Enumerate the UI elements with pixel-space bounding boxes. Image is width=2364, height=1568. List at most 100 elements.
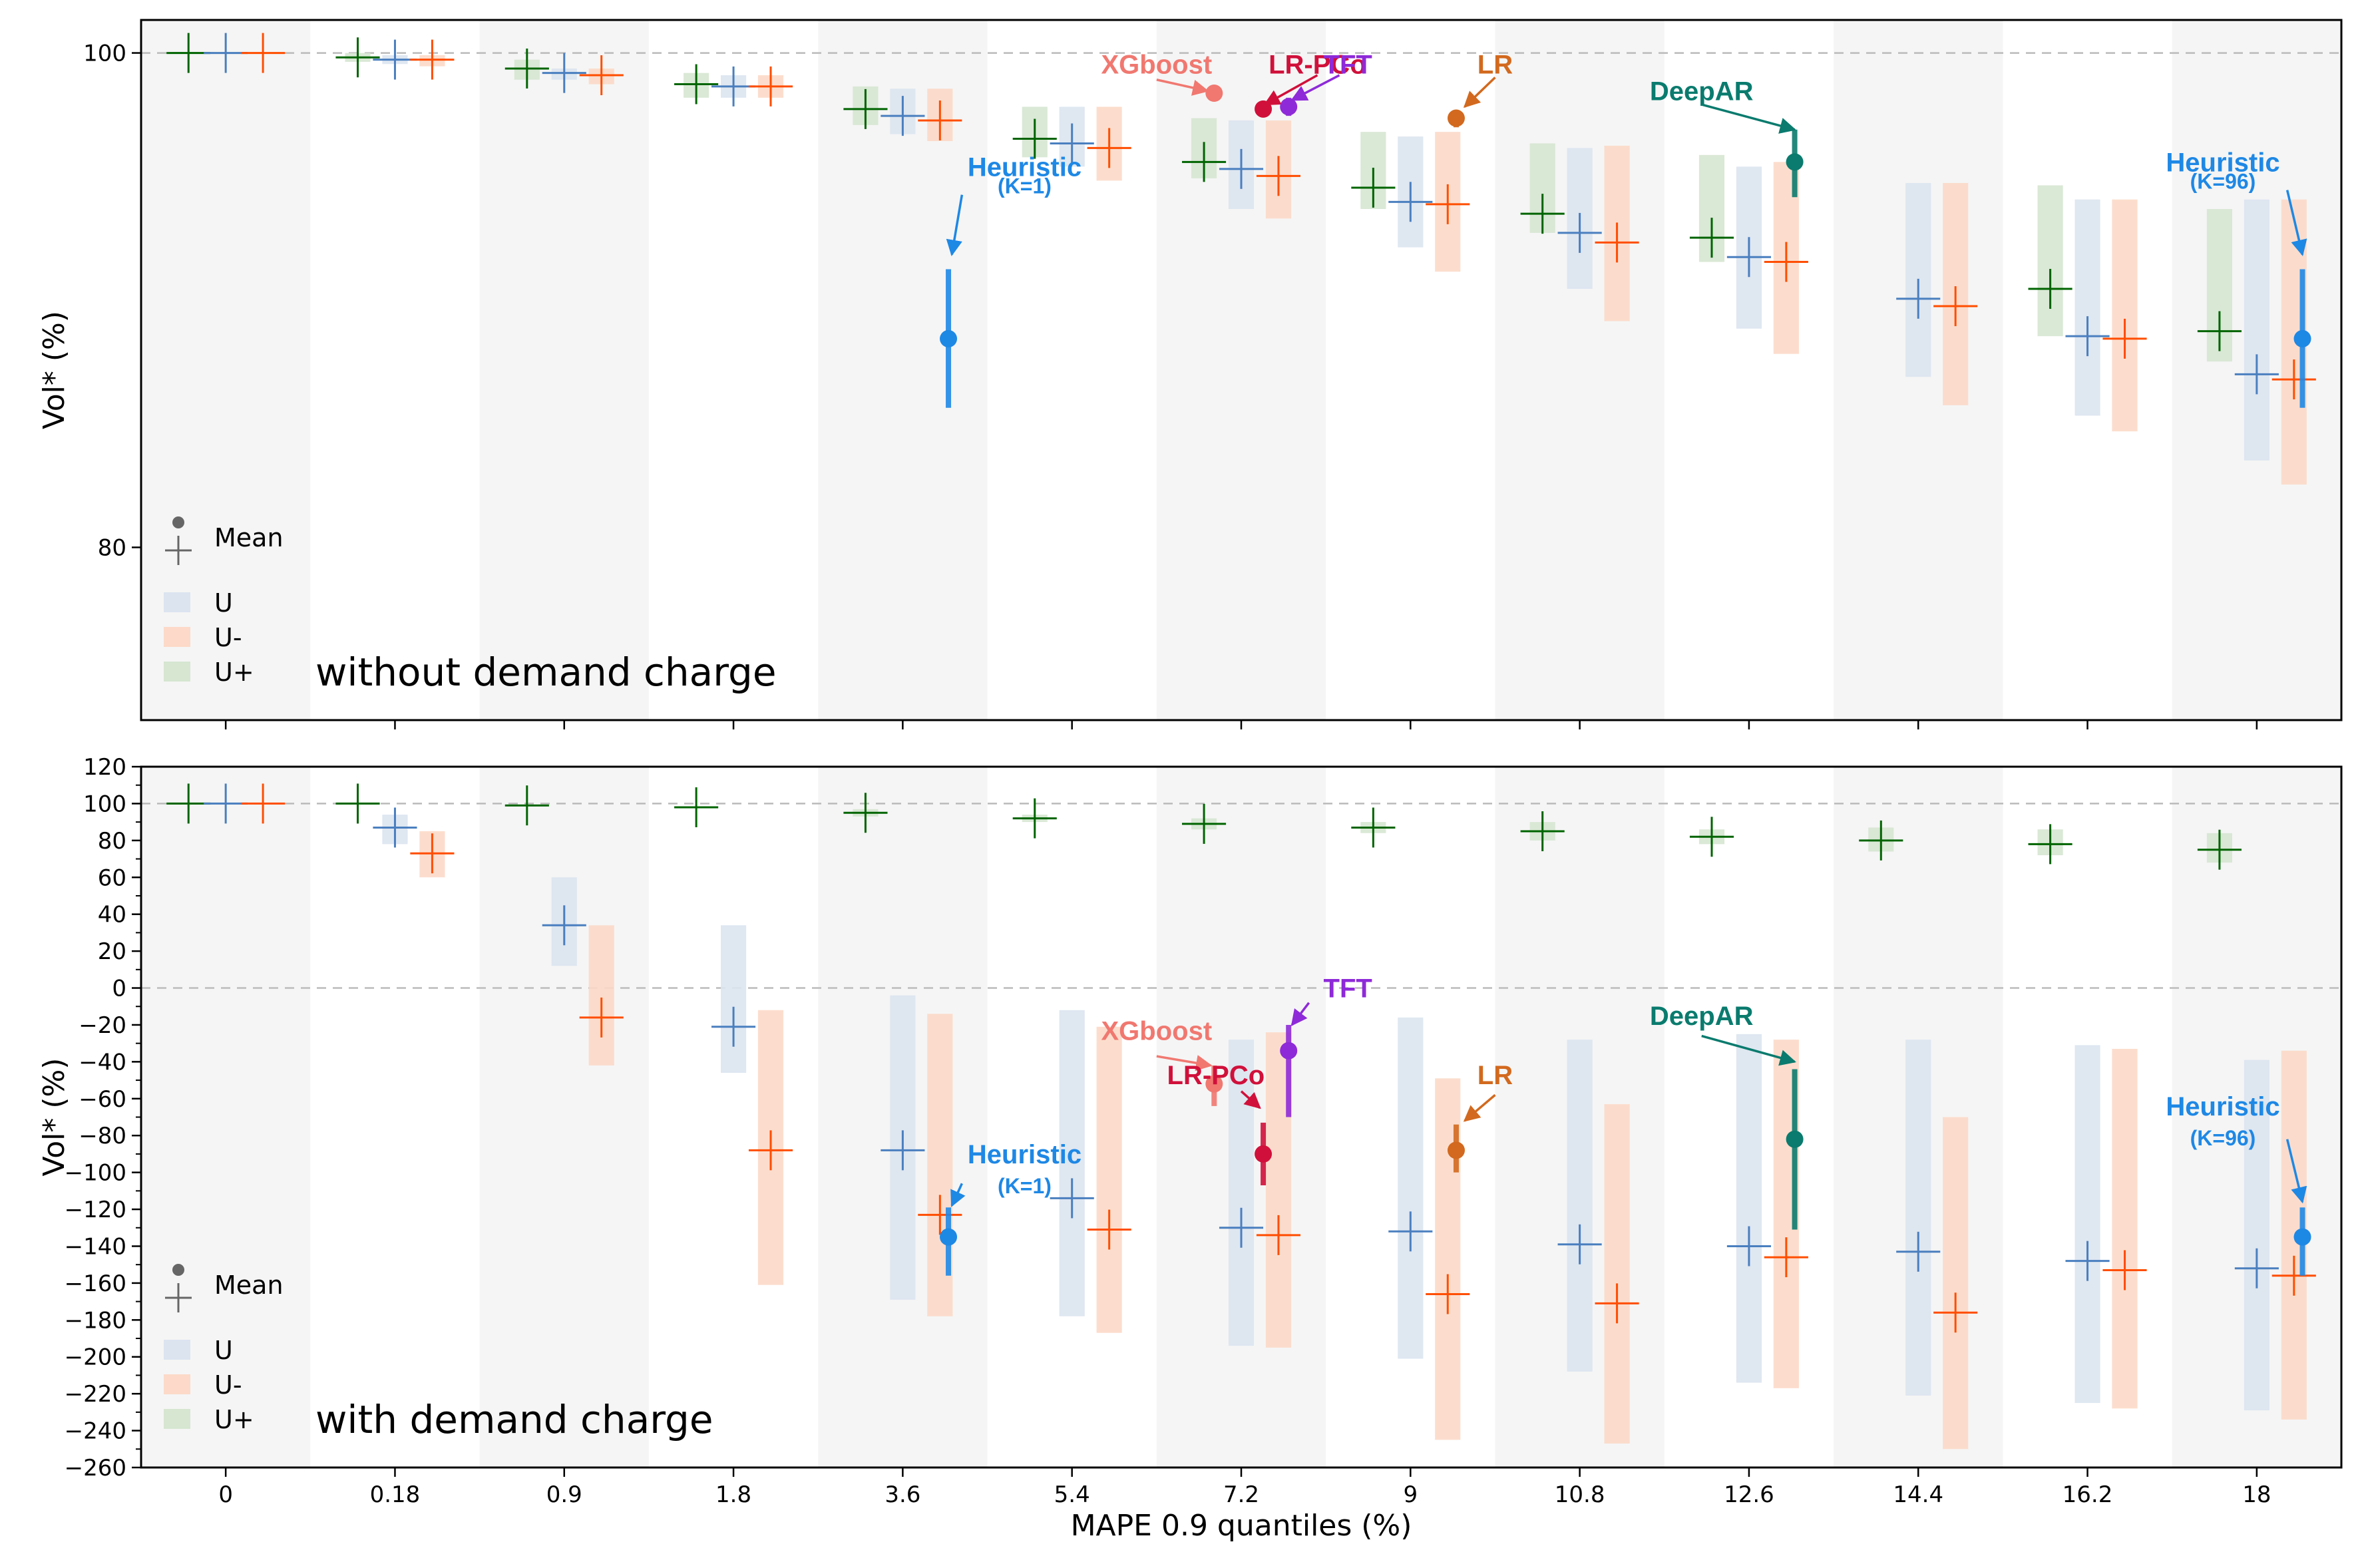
y-tick-label: −40 (79, 1049, 126, 1076)
model-tft: TFT (1280, 50, 1372, 116)
legend-label-mean: Mean (214, 523, 284, 552)
x-tick-label: 12.6 (1724, 1481, 1774, 1508)
background-band (479, 20, 649, 720)
model-point (1255, 1145, 1273, 1163)
y-tick-label: −120 (65, 1197, 126, 1223)
legend-swatch-Up (164, 1409, 190, 1429)
x-tick-label: 3.6 (885, 1481, 920, 1508)
legend-label-Up: U+ (214, 1405, 254, 1434)
x-tick-label: 5.4 (1054, 1481, 1090, 1508)
y-tick-label: −180 (65, 1307, 126, 1334)
y-tick-label: 60 (98, 865, 126, 891)
panel-caption: without demand charge (315, 650, 777, 695)
model-xgboost: XGboost (1101, 1016, 1223, 1106)
y-tick-label: −160 (65, 1271, 126, 1297)
range-box-Um (2112, 1048, 2138, 1409)
x-tick-label: 18 (2242, 1481, 2271, 1508)
legend-dot-icon (172, 516, 184, 528)
panel-caption: with demand charge (315, 1397, 713, 1442)
legend-label-Um: U- (214, 623, 242, 652)
y-tick-label: 20 (98, 938, 126, 965)
x-tick-label: 14.4 (1893, 1481, 1943, 1508)
legend-swatch-Up (164, 662, 190, 682)
plot-frame (140, 19, 2343, 721)
legend: Mean U U- U+ (164, 1264, 284, 1434)
annotation-arrow (1240, 1090, 1261, 1109)
legend-swatch-U (164, 592, 190, 612)
annotation-arrow (1156, 79, 1209, 96)
model-label: Heuristic (2166, 148, 2279, 177)
model-label: LR (1478, 50, 1513, 79)
y-tick-label: −100 (65, 1160, 126, 1187)
annotation-arrow (1290, 74, 1340, 101)
model-sublabel: (K=96) (2190, 169, 2256, 193)
y-axis-label: Vol* (%) (37, 1058, 71, 1177)
model-deepar: DeepAR (1650, 1002, 1804, 1230)
range-box-U (2074, 1045, 2100, 1404)
y-tick-label: −80 (79, 1123, 126, 1149)
background-band (818, 20, 988, 720)
model-point (940, 329, 958, 347)
y-tick-label: 120 (83, 754, 126, 781)
y-tick-label: −140 (65, 1233, 126, 1260)
range-box-Um (2112, 199, 2138, 432)
model-point (1205, 1075, 1223, 1093)
x-tick-label: 0.18 (370, 1481, 421, 1508)
y-tick-label: −60 (79, 1086, 126, 1113)
annotation-arrow (2285, 1139, 2307, 1204)
range-box-U (1228, 1040, 1255, 1346)
range-box-Um (1604, 1104, 1630, 1444)
model-point (1280, 98, 1298, 116)
model-label: LR (1478, 1061, 1513, 1090)
y-axis-label: Vol* (%) (37, 311, 71, 429)
model-label: XGboost (1101, 1016, 1213, 1046)
model-lr-pco: LR-PCo (1255, 50, 1366, 118)
x-axis-label: MAPE 0.9 quantiles (%) (1071, 1509, 1412, 1543)
model-lr-pco: LR-PCo (1167, 1061, 1273, 1186)
x-tick-label: 0.9 (546, 1481, 582, 1508)
model-label: DeepAR (1650, 1002, 1754, 1031)
model-tft: TFT (1280, 974, 1372, 1117)
range-box-U (1567, 1040, 1593, 1372)
model-point (2293, 1228, 2311, 1246)
y-tick-label: −220 (65, 1381, 126, 1408)
range-box-Up (2037, 185, 2063, 337)
range-box-U (2074, 199, 2100, 416)
annotation-arrow (1463, 77, 1496, 108)
model-heuristic: Heuristic(K=1) (940, 152, 1082, 408)
model-point (1280, 1042, 1298, 1060)
model-point (1447, 109, 1465, 127)
x-tick-label: 9 (1403, 1481, 1418, 1508)
range-box-Um (1096, 1026, 1122, 1333)
x-tick-label: 10.8 (1555, 1481, 1605, 1508)
legend-label-U: U (214, 1336, 233, 1365)
range-box-U (2244, 199, 2269, 461)
plot-frame (140, 765, 2343, 1469)
range-box-Um (1943, 1117, 1969, 1450)
range-box-U (2244, 1060, 2269, 1411)
legend-swatch-Um (164, 627, 190, 647)
model-deepar: DeepAR (1650, 77, 1804, 198)
annotation-arrow (2285, 190, 2307, 256)
legend-label-mean: Mean (214, 1271, 284, 1300)
y-tick-label: −260 (65, 1455, 126, 1481)
range-box-Um (588, 925, 614, 1066)
range-box-U (1736, 1034, 1762, 1383)
model-label: TFT (1324, 974, 1372, 1004)
model-label: Heuristic (968, 152, 1082, 182)
legend-label-Um: U- (214, 1370, 242, 1400)
annotation-arrow (1290, 1002, 1310, 1026)
model-label: TFT (1324, 50, 1372, 79)
y-tick-label: −240 (65, 1418, 126, 1445)
model-point (1786, 153, 1804, 171)
y-tick-label: 80 (98, 828, 126, 855)
background-band (479, 767, 649, 1468)
annotation-arrow (1701, 1034, 1796, 1066)
model-lr: LR (1447, 50, 1513, 128)
legend: Mean U U- U+ (164, 516, 284, 687)
y-tick-label: 0 (112, 976, 126, 1002)
model-point (940, 1228, 958, 1246)
model-label: DeepAR (1650, 77, 1754, 106)
model-point (1205, 85, 1223, 102)
